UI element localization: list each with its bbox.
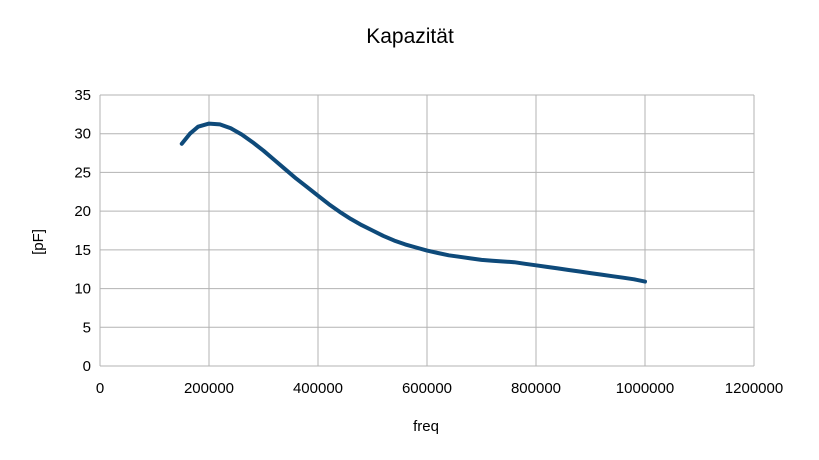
x-axis-label: freq (413, 418, 439, 435)
chart-title: Kapazität (366, 25, 454, 48)
gridlines (99, 94, 755, 367)
y-tick-label: 5 (83, 319, 91, 336)
x-tick-label: 1200000 (725, 380, 783, 397)
y-tick-label: 10 (74, 281, 91, 298)
x-tick-label: 400000 (293, 380, 343, 397)
y-tick-label: 0 (83, 358, 91, 375)
y-tick-label: 20 (74, 203, 91, 220)
y-tick-label: 30 (74, 126, 91, 143)
y-tick-labels: 0 5 10 15 20 25 30 35 (74, 87, 91, 375)
y-tick-label: 25 (74, 164, 91, 181)
x-tick-label: 200000 (184, 380, 234, 397)
x-tick-label: 800000 (511, 380, 561, 397)
y-tick-label: 35 (74, 87, 91, 104)
series-layer (179, 121, 647, 284)
x-tick-label: 0 (96, 380, 104, 397)
x-tick-label: 1000000 (616, 380, 674, 397)
y-tick-label: 15 (74, 242, 91, 259)
y-axis-label: [pF] (30, 229, 47, 255)
series-line (179, 121, 647, 284)
x-tick-label: 600000 (402, 380, 452, 397)
x-tick-labels: 0 200000 400000 600000 800000 1000000 1200000 (96, 380, 783, 397)
